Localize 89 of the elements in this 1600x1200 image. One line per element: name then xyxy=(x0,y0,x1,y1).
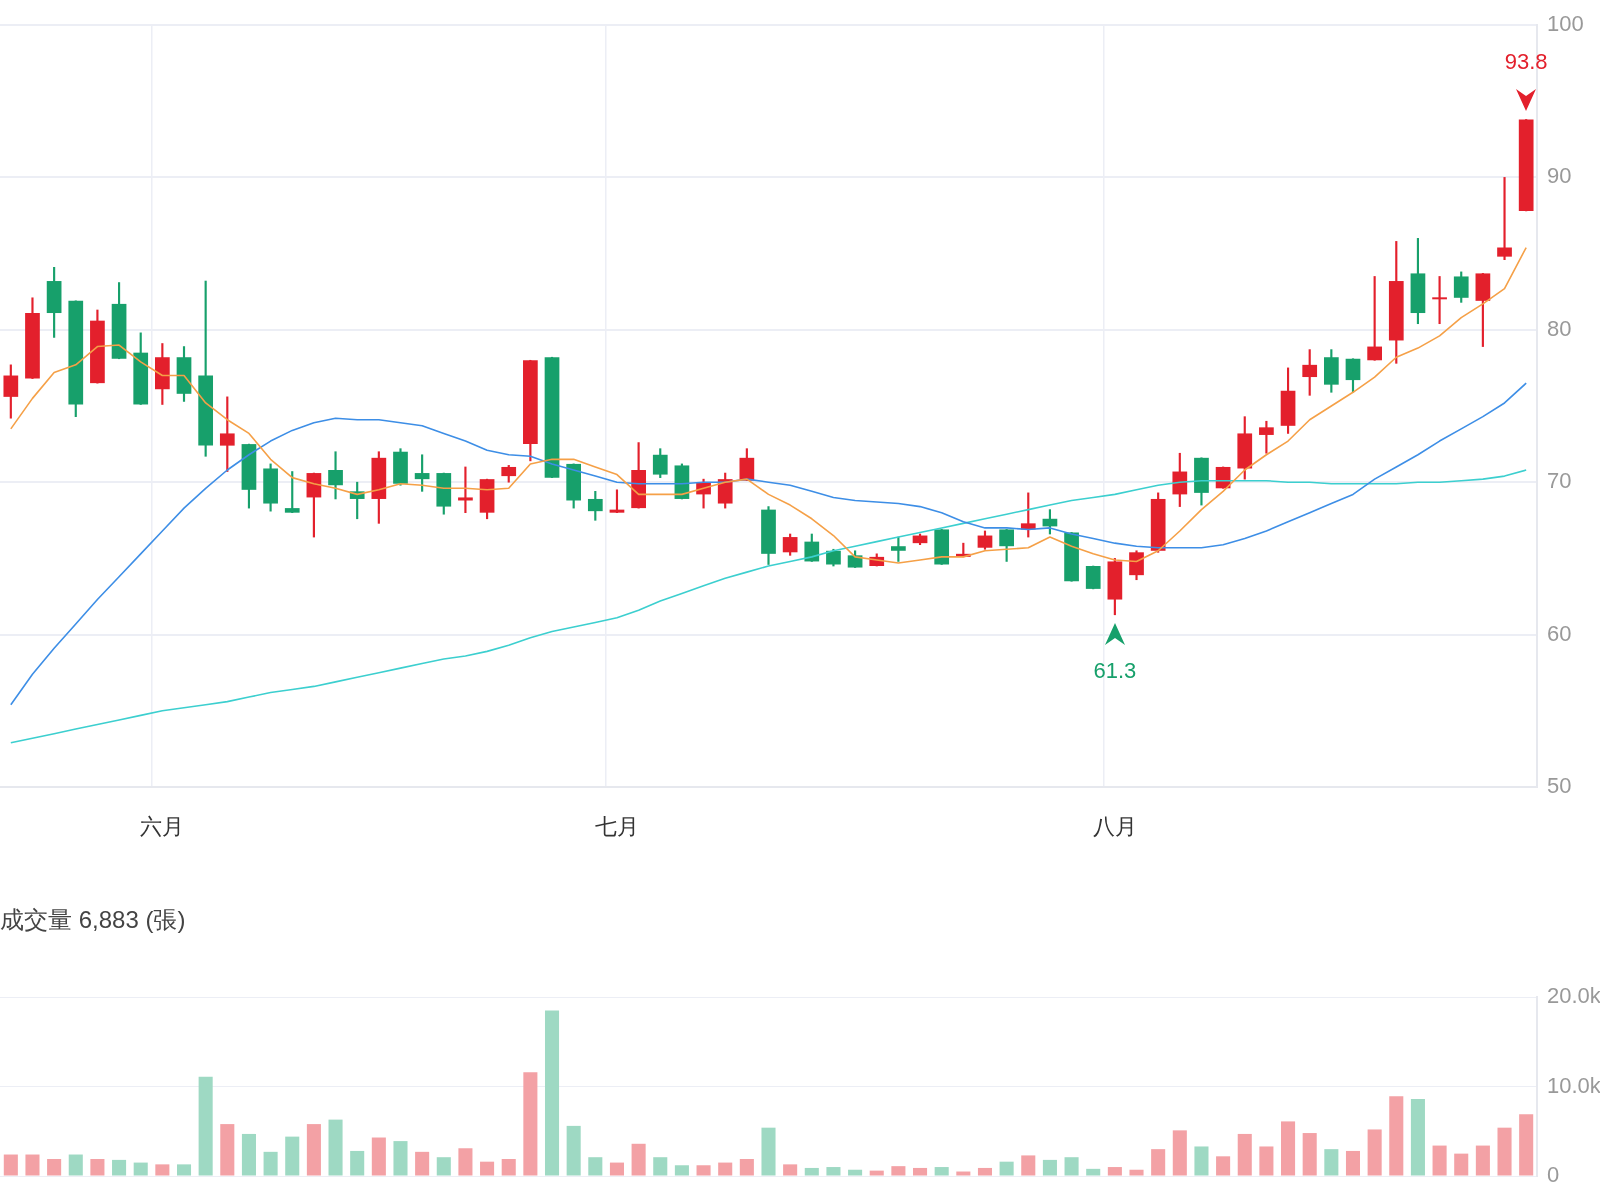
bar xyxy=(306,1124,321,1176)
bar xyxy=(480,1161,495,1176)
bar xyxy=(176,1164,192,1176)
bar xyxy=(696,1165,711,1176)
bar xyxy=(1151,1149,1166,1176)
bar xyxy=(241,1133,256,1176)
bar xyxy=(1519,1114,1534,1176)
bar xyxy=(198,1076,213,1176)
bar xyxy=(1475,1145,1490,1176)
bar xyxy=(913,1167,928,1176)
bar xyxy=(761,1127,776,1176)
bar xyxy=(133,1162,148,1176)
bar xyxy=(371,1137,386,1176)
bar xyxy=(826,1167,841,1176)
bar xyxy=(739,1158,754,1176)
bar xyxy=(999,1161,1014,1176)
bar xyxy=(1259,1146,1274,1176)
bar xyxy=(1064,1157,1079,1176)
bar xyxy=(718,1162,733,1176)
bar xyxy=(328,1119,343,1176)
y-tick-label: 50 xyxy=(1547,773,1572,799)
bar xyxy=(588,1157,603,1176)
annotation: 61.3 xyxy=(1093,657,1137,683)
bar xyxy=(1432,1145,1447,1176)
bar xyxy=(220,1124,235,1176)
y-tick-label: 70 xyxy=(1547,468,1572,494)
bar xyxy=(653,1157,668,1176)
bar xyxy=(1302,1133,1317,1176)
bar xyxy=(436,1157,451,1176)
bar xyxy=(783,1164,798,1176)
bar xyxy=(68,1154,83,1176)
bar xyxy=(25,1154,40,1176)
y-tick-label: 0 xyxy=(1547,1162,1560,1188)
bar xyxy=(804,1167,819,1176)
bar xyxy=(501,1158,516,1176)
bar xyxy=(566,1125,581,1176)
bar xyxy=(263,1151,278,1176)
bar xyxy=(1324,1149,1339,1176)
y-tick-label: 10.0k xyxy=(1547,1072,1600,1098)
bar xyxy=(1194,1146,1209,1176)
bar xyxy=(1107,1167,1122,1176)
bar xyxy=(523,1072,538,1176)
y-tick-label: 90 xyxy=(1547,163,1572,189)
bar xyxy=(1497,1127,1512,1176)
bar xyxy=(458,1148,473,1176)
bar xyxy=(1410,1099,1425,1176)
candlestick xyxy=(458,466,473,514)
y-tick-label: 100 xyxy=(1547,11,1584,37)
x-tick-label: 八月 xyxy=(1092,814,1137,840)
bar xyxy=(848,1169,863,1176)
bar xyxy=(3,1154,18,1176)
y-tick-label: 60 xyxy=(1547,620,1572,646)
bar xyxy=(1216,1156,1231,1176)
bar xyxy=(415,1151,430,1176)
bar xyxy=(47,1158,62,1176)
bar xyxy=(1129,1169,1144,1176)
bar xyxy=(90,1158,105,1176)
x-tick-label: 六月 xyxy=(140,814,185,840)
bar xyxy=(609,1162,624,1176)
bar xyxy=(934,1167,949,1176)
x-tick-label: 七月 xyxy=(594,814,639,840)
annotation: 93.8 xyxy=(1504,48,1548,74)
bar xyxy=(112,1159,127,1176)
y-tick-label: 20.0k xyxy=(1547,983,1600,1009)
bar xyxy=(1345,1150,1361,1176)
bar xyxy=(285,1136,300,1176)
bar xyxy=(631,1143,646,1176)
bar xyxy=(350,1150,365,1176)
bar xyxy=(891,1166,906,1176)
bar xyxy=(1086,1168,1101,1176)
bar xyxy=(977,1167,993,1176)
bar xyxy=(1021,1155,1036,1176)
bar xyxy=(1237,1133,1252,1176)
bar xyxy=(1042,1159,1057,1176)
bar xyxy=(1172,1130,1187,1176)
bar xyxy=(869,1170,884,1176)
chart-title: 成交量 6,883 (張) xyxy=(0,905,187,935)
bar xyxy=(1281,1121,1296,1176)
bar xyxy=(956,1171,971,1176)
bar xyxy=(393,1141,408,1176)
bar xyxy=(1367,1129,1382,1176)
candlestick xyxy=(328,451,343,500)
bar xyxy=(544,1010,560,1176)
y-tick-label: 80 xyxy=(1547,315,1572,341)
bar xyxy=(674,1165,689,1176)
candlestick xyxy=(1497,177,1512,261)
bar xyxy=(1389,1096,1404,1176)
bar xyxy=(155,1164,170,1176)
bar xyxy=(1454,1153,1469,1176)
